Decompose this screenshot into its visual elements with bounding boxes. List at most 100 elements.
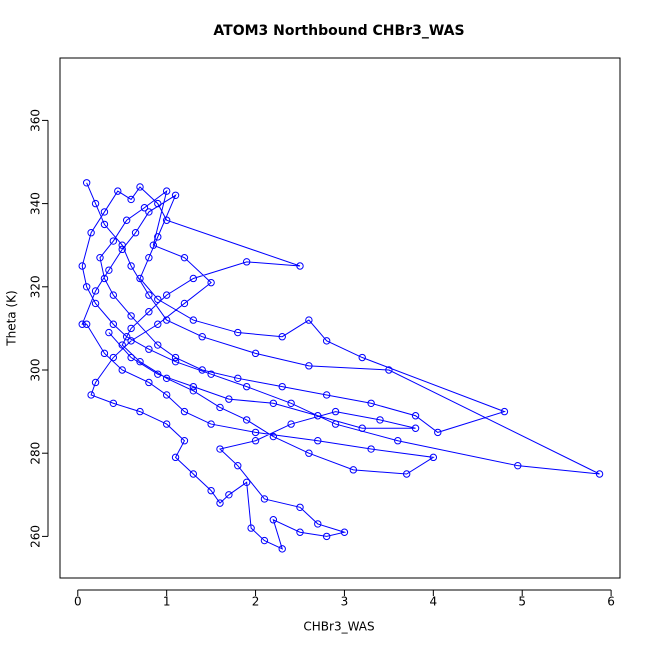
data-point [305,362,313,370]
data-point [367,445,375,453]
data-point [225,491,233,499]
data-point [322,337,331,345]
x-tick-label: 4 [430,595,438,609]
data-point [278,333,286,341]
data-point [198,333,206,341]
data-point [216,499,224,507]
data-point [216,445,224,453]
data-point [180,253,189,262]
data-point [180,437,189,445]
data-point [189,387,198,395]
data-point [118,241,126,249]
data-point [154,199,162,208]
data-point [105,328,113,337]
data-point [131,229,140,237]
data-point [109,399,118,407]
y-tick-label: 280 [29,442,43,465]
data-point [105,266,113,274]
data-point [242,382,251,391]
data-point [305,449,313,457]
data-point [251,349,260,358]
data-point [340,528,349,536]
data-point [91,287,100,295]
data-point [247,524,255,532]
data-point [154,370,162,378]
data-point [349,466,358,474]
data-point [234,328,242,337]
data-point [251,428,260,437]
data-point [358,353,366,362]
data-point [207,278,215,287]
data-point [87,391,95,399]
data-point [78,320,86,328]
data-point [127,324,135,333]
data-line [81,182,600,550]
data-point [145,253,153,262]
data-point [314,437,322,445]
x-tick-label: 6 [607,595,615,609]
data-point [189,382,198,391]
data-point [109,291,118,299]
data-point [109,320,118,328]
data-point [162,187,171,195]
data-point [207,370,215,378]
data-point [154,341,162,349]
data-point [149,241,158,249]
data-point [136,183,144,191]
data-point [136,357,144,366]
x-tick-label: 0 [74,595,82,609]
data-point [162,420,171,428]
data-point [122,216,131,224]
data-point [269,399,278,407]
data-point [154,233,162,241]
data-point [145,378,153,387]
data-point [411,424,420,432]
data-point [100,220,109,229]
data-point [78,262,86,270]
plot-frame [59,57,621,579]
x-tick-label: 2 [252,595,260,609]
data-point [287,399,295,407]
data-point [296,262,304,270]
data-point [189,470,198,478]
data-point [207,420,215,428]
data-point [118,366,126,374]
y-tick-label: 360 [29,109,43,132]
data-point [367,399,375,407]
data-point [145,291,153,299]
data-point [269,432,278,441]
data-point [242,416,251,424]
data-point [162,391,171,399]
data-point [242,478,251,487]
data-point [96,253,104,262]
data-point [198,366,206,374]
data-point [82,283,91,291]
data-point [314,412,322,420]
data-point [180,299,189,308]
data-point [242,258,251,266]
data-point [145,208,153,216]
data-point [411,412,420,420]
data-point [171,453,180,462]
data-point [514,461,522,470]
data-point [385,366,393,374]
data-point [296,503,304,511]
x-axis-label: CHBr3_WAS [303,620,374,634]
data-point [402,470,411,478]
data-point [109,353,118,362]
y-tick-label: 340 [29,192,43,215]
data-point [171,357,180,366]
data-point [331,420,340,428]
y-tick-label: 320 [29,275,43,298]
x-tick-label: 1 [163,595,171,609]
data-point [127,195,135,204]
data-point [127,262,135,270]
data-point [154,320,162,328]
data-point [296,528,304,536]
data-point [118,341,126,349]
data-point [314,520,322,528]
data-point [114,187,122,195]
data-point [278,545,286,553]
data-point [189,316,198,324]
